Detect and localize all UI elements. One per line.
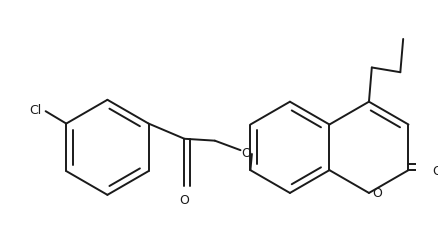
Text: O: O (372, 187, 381, 200)
Text: Cl: Cl (30, 103, 42, 116)
Text: O: O (241, 146, 251, 159)
Text: O: O (432, 164, 438, 177)
Text: O: O (180, 193, 189, 206)
